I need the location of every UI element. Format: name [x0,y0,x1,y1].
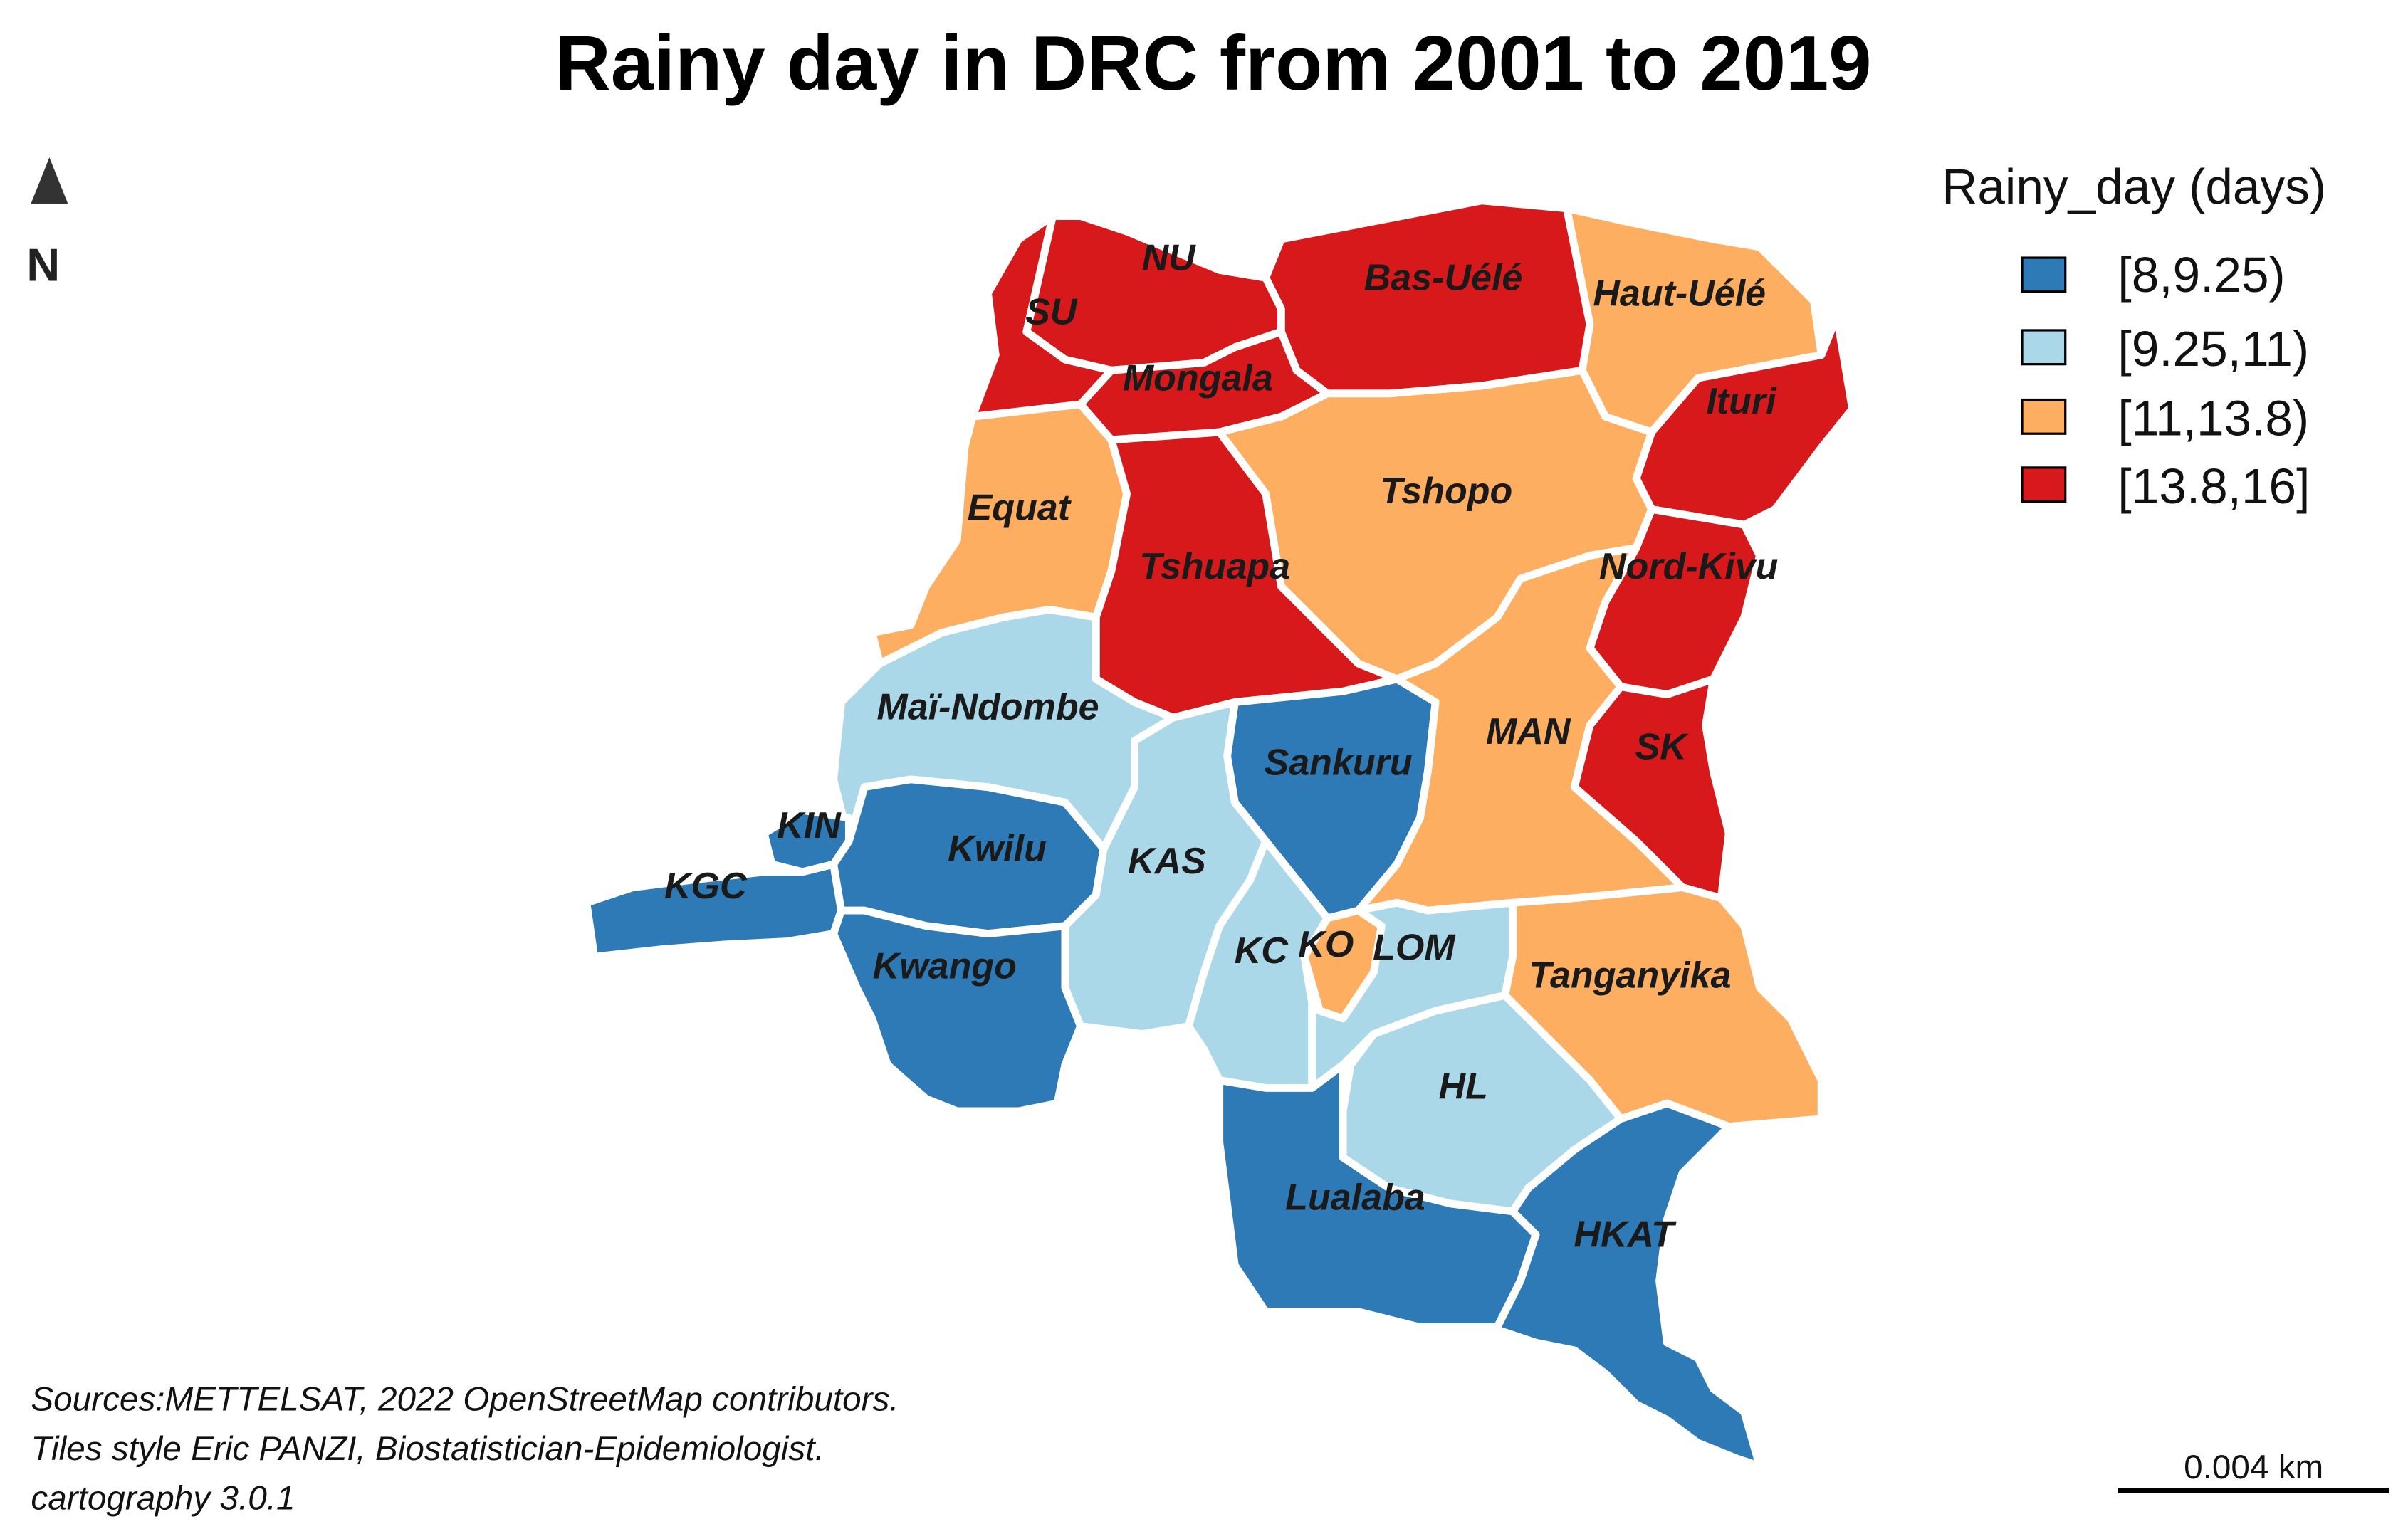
scale-bar: 0.004 km [2118,1449,2389,1493]
province-label: LOM [1373,927,1456,968]
map-title: Rainy day in DRC from 2001 to 2019 [555,20,1871,106]
legend-label: [8,9.25) [2118,247,2285,303]
provinces-layer [582,196,1856,1471]
province-label: NU [1142,237,1197,278]
legend-label: [13.8,16] [2118,458,2310,514]
scale-bar-label: 0.004 km [2184,1449,2323,1486]
province-label: Maï-Ndombe [876,686,1099,727]
province-sk[interactable] [1570,675,1733,903]
province-hkat[interactable] [1485,1099,1764,1471]
province-label: Sankuru [1265,742,1413,783]
province-label: Mongala [1123,358,1273,399]
province-label: Nord-Kivu [1599,546,1778,587]
legend-item: [13.8,16] [2021,458,2310,514]
province-label: KIN [777,805,842,846]
province-label: Kwango [873,946,1017,987]
legend-label: [9.25,11) [2118,321,2309,377]
province-label: Lualaba [1285,1177,1425,1219]
province-label: Bas-Uélé [1364,258,1523,299]
province-label: KGC [664,866,748,907]
province-label: Kwilu [948,829,1047,870]
province-kwango[interactable] [829,906,1084,1115]
legend: Rainy_day (days) [8,9.25) [9.25,11) [11,… [1942,159,2326,514]
province-label: KAS [1128,841,1206,882]
source-line: Sources:METTELSAT, 2022 OpenStreetMap co… [31,1381,899,1419]
province-label: Tshuapa [1139,546,1290,587]
legend-item: [9.25,11) [2021,321,2309,377]
source-line: cartography 3.0.1 [31,1479,295,1517]
province-labels: NU SU Bas-Uélé Haut-Uélé Mongala Ituri E… [664,237,1778,1255]
legend-label: [11,13.8) [2118,390,2309,446]
province-label: MAN [1486,711,1571,752]
north-arrow-label: N [26,239,60,291]
province-label: HL [1439,1066,1488,1108]
north-arrow-icon [31,157,68,204]
province-label: Haut-Uélé [1593,273,1766,314]
province-label: KC [1235,930,1289,972]
sources-note: Sources:METTELSAT, 2022 OpenStreetMap co… [31,1381,899,1518]
legend-swatch [2021,329,2067,366]
legend-item: [11,13.8) [2021,390,2309,446]
province-label: HKAT [1574,1214,1677,1256]
province-label: SK [1635,727,1690,768]
province-label: Ituri [1706,381,1777,422]
legend-item: [8,9.25) [2021,247,2286,303]
province-label: KO [1298,924,1354,965]
legend-swatch [2021,256,2067,293]
source-line: Tiles style Eric PANZI, Biostatistician-… [31,1430,824,1468]
province-label: SU [1025,291,1078,332]
province-label: Equat [968,488,1072,529]
province-label: Tanganyika [1529,955,1731,997]
legend-title: Rainy_day (days) [1942,159,2326,214]
legend-swatch [2021,466,2067,503]
legend-swatch [2021,398,2067,435]
province-label: Tshopo [1380,471,1512,512]
